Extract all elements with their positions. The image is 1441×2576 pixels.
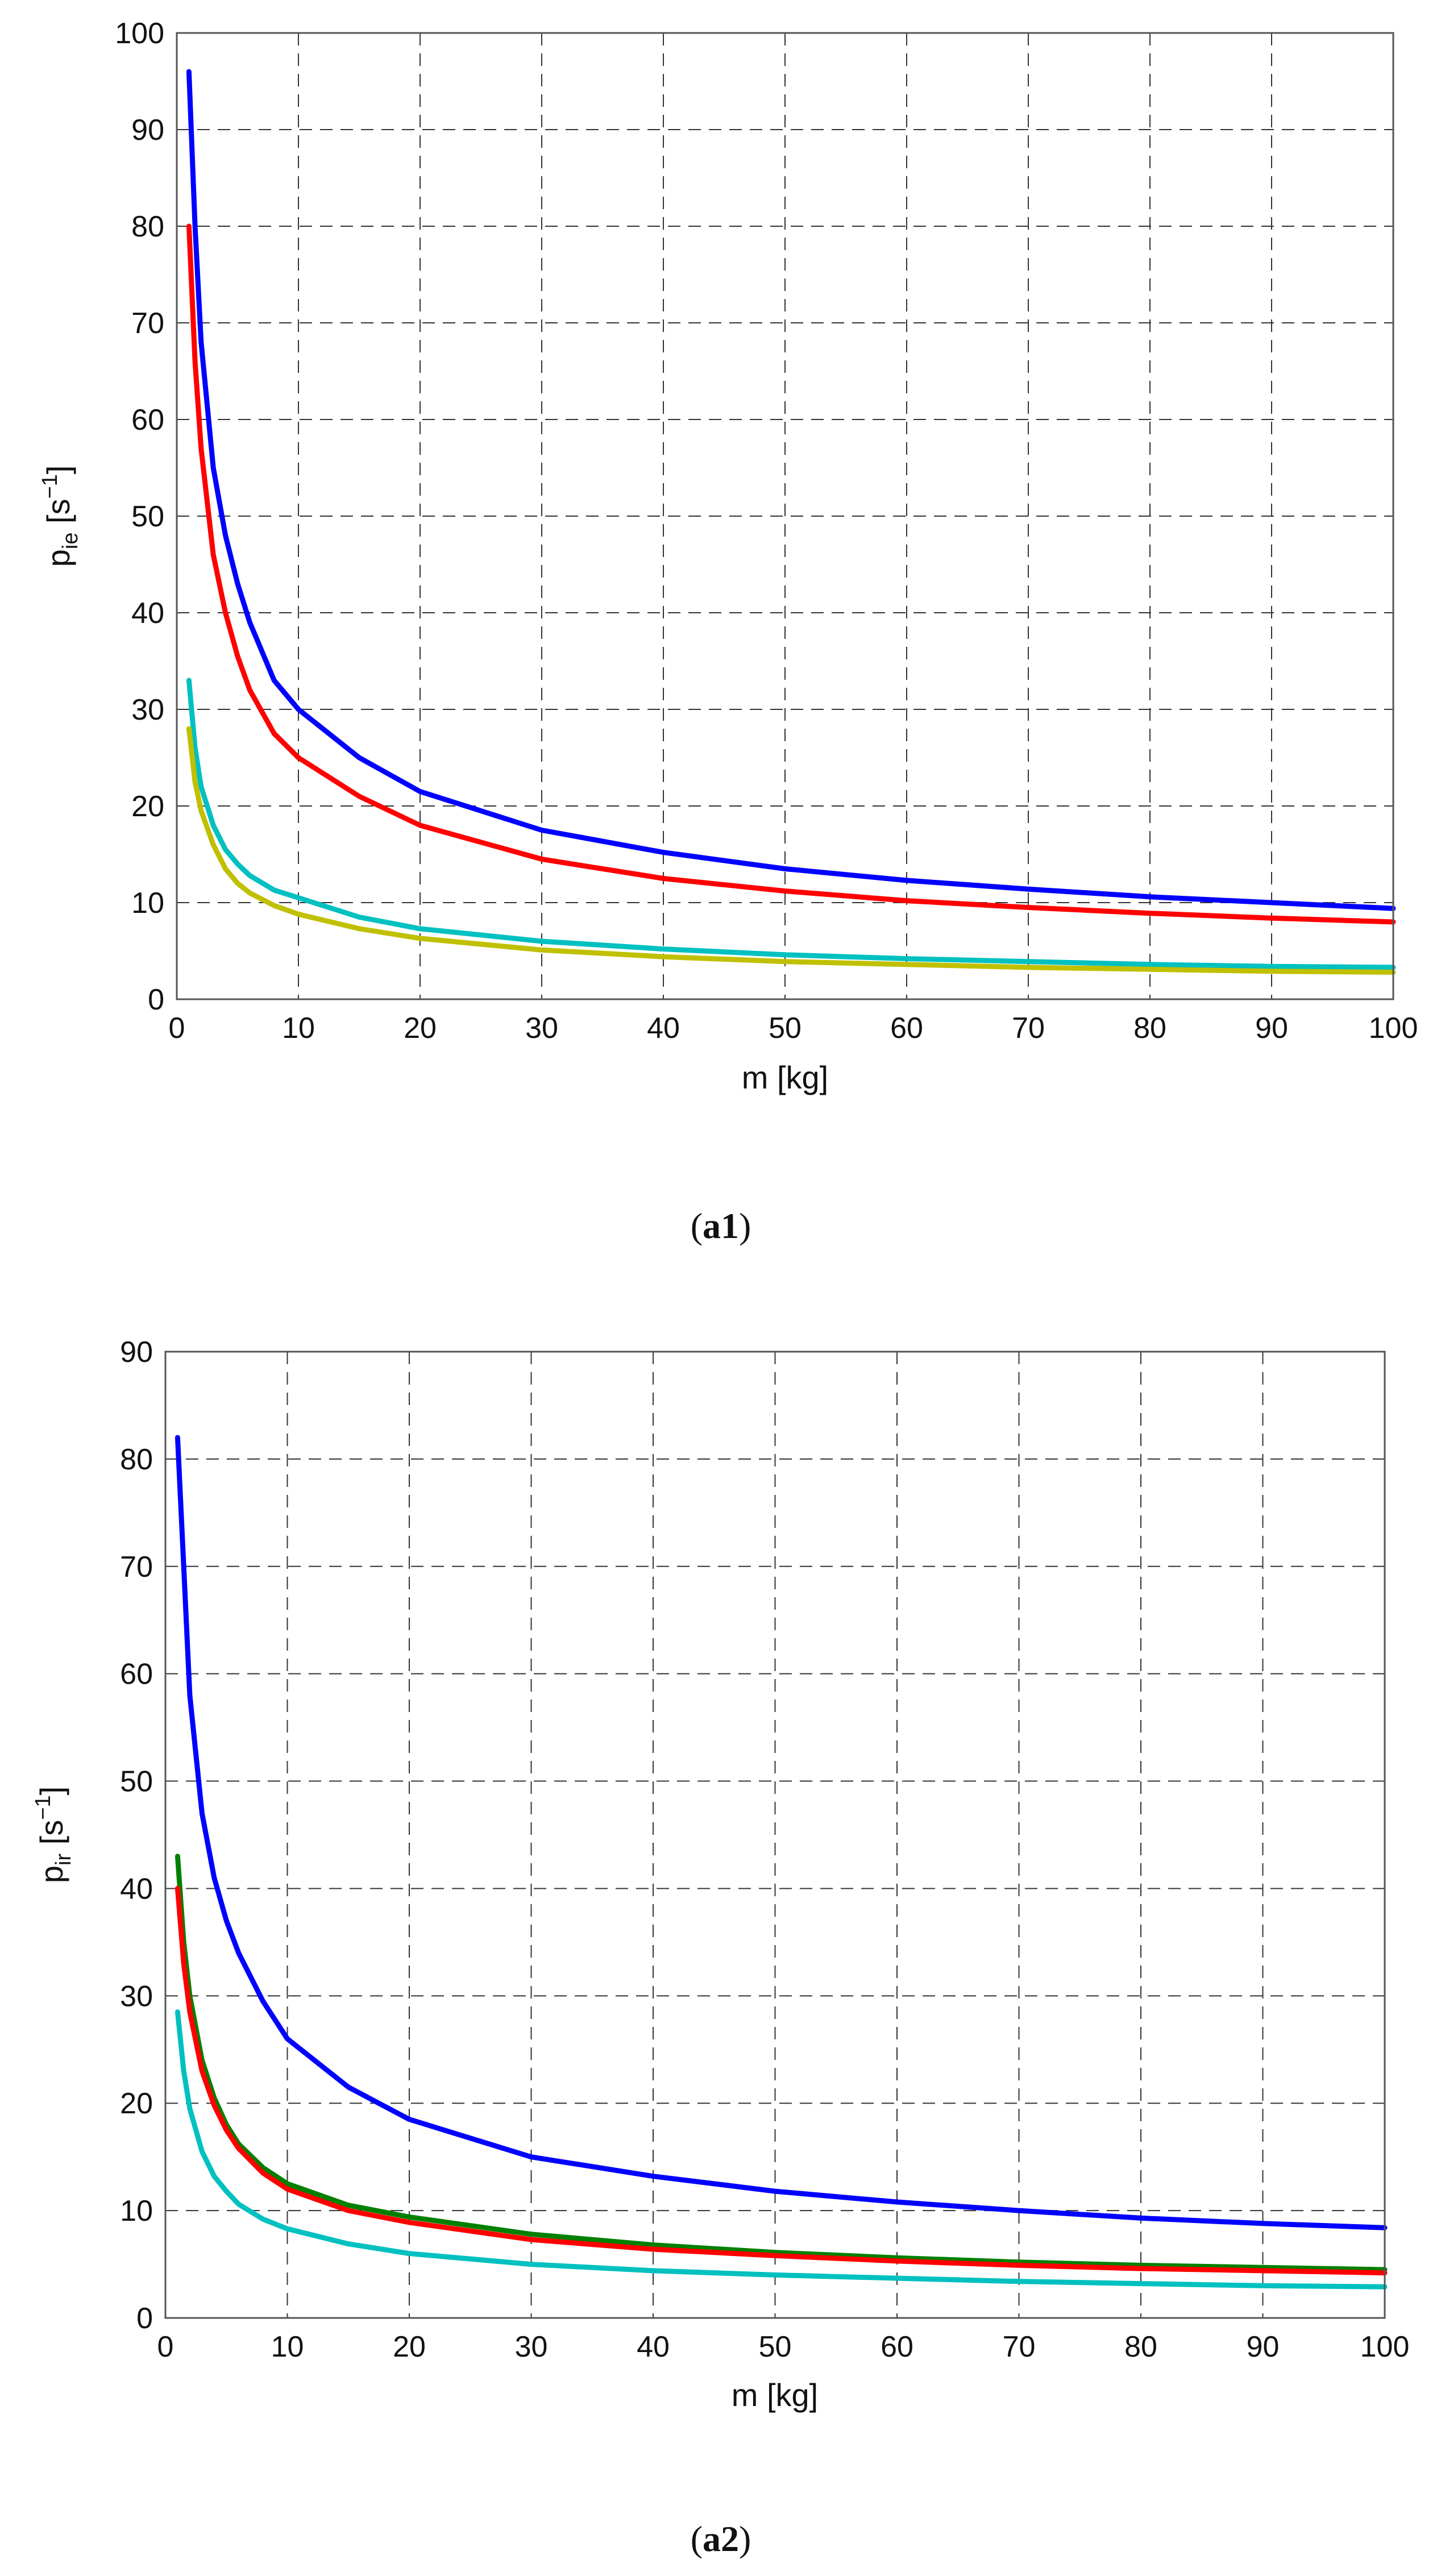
y-tick-label: 80 <box>120 1443 153 1476</box>
y-tick-labels-a2: 0 10 20 30 40 50 60 70 80 90 <box>120 1336 153 2335</box>
x-tick-label: 30 <box>525 1012 558 1045</box>
x-tick-label: 70 <box>1012 1012 1045 1045</box>
series-line-a1-4 <box>186 726 1396 975</box>
x-tick-label: 60 <box>890 1012 923 1045</box>
y-tick-label: 10 <box>120 2195 153 2228</box>
y-tick-label: 50 <box>120 1765 153 1798</box>
series-line-a2-4 <box>175 2009 1388 2290</box>
y-tick-label: 90 <box>131 114 164 147</box>
y-tick-label: 40 <box>131 597 164 630</box>
series-line-a1-2 <box>186 223 1396 925</box>
x-tick-label: 0 <box>157 2330 174 2363</box>
x-tick-label: 40 <box>647 1012 680 1045</box>
series-line-a1-3 <box>186 678 1396 970</box>
y-tick-label: 100 <box>115 17 164 50</box>
y-tick-label: 10 <box>131 887 164 920</box>
x-tick-label: 20 <box>393 2330 426 2363</box>
chart-a2: 0 10 20 30 40 50 60 70 80 90 100 0 10 20 30 40 50 60 70 80… <box>31 1336 1409 2559</box>
y-tick-label: 90 <box>120 1336 153 1369</box>
series-lines-a1 <box>186 69 1396 975</box>
x-tick-label: 80 <box>1133 1012 1166 1045</box>
y-tick-label: 60 <box>120 1658 153 1691</box>
grid-a2 <box>165 1352 1385 2318</box>
x-tick-label: 90 <box>1255 1012 1288 1045</box>
x-tick-label: 70 <box>1003 2330 1036 2363</box>
plot-frame-a1 <box>176 32 1394 1000</box>
y-tick-label: 70 <box>131 307 164 340</box>
x-axis-label-a1: m [kg] <box>742 1060 828 1095</box>
y-tick-label: 40 <box>120 1872 153 1905</box>
x-tick-label: 100 <box>1360 2330 1410 2363</box>
y-tick-label: 60 <box>131 404 164 437</box>
series-line-a2-1 <box>175 1435 1388 2230</box>
y-tick-label: 80 <box>131 210 164 243</box>
plot-frame-a2 <box>164 1351 1386 2319</box>
series-lines-a2 <box>175 1435 1388 2290</box>
x-tick-label: 0 <box>169 1012 185 1045</box>
y-axis-label-a2: pir [s−1] <box>31 1786 76 1883</box>
y-tick-label: 20 <box>131 790 164 823</box>
x-axis-label-a2: m [kg] <box>732 2377 818 2413</box>
x-tick-label: 50 <box>759 2330 792 2363</box>
x-tick-label: 20 <box>404 1012 437 1045</box>
x-tick-labels-a2: 0 10 20 30 40 50 60 70 80 90 100 <box>157 2330 1410 2363</box>
y-tick-label: 0 <box>136 2302 153 2335</box>
y-tick-label: 0 <box>148 983 164 1016</box>
caption-a1: (a1) <box>691 1206 751 1246</box>
x-tick-label: 10 <box>271 2330 304 2363</box>
y-tick-label: 20 <box>120 2087 153 2120</box>
x-tick-label: 30 <box>515 2330 548 2363</box>
x-tick-labels-a1: 0 10 20 30 40 50 60 70 80 90 100 <box>169 1012 1418 1045</box>
x-tick-label: 10 <box>282 1012 315 1045</box>
y-tick-label: 30 <box>120 1980 153 2013</box>
x-tick-label: 90 <box>1247 2330 1280 2363</box>
x-tick-label: 100 <box>1369 1012 1418 1045</box>
series-line-a2-3 <box>175 1885 1388 2276</box>
x-tick-label: 60 <box>881 2330 913 2363</box>
y-tick-labels-a1: 0 10 20 30 40 50 60 70 80 90 100 <box>115 17 164 1016</box>
x-tick-label: 80 <box>1124 2330 1157 2363</box>
grid-a1 <box>177 33 1393 999</box>
y-tick-label: 70 <box>120 1551 153 1584</box>
x-tick-label: 40 <box>637 2330 670 2363</box>
series-line-a1-1 <box>186 69 1396 911</box>
x-tick-label: 50 <box>769 1012 802 1045</box>
chart-a1: 0 10 20 30 40 50 60 70 80 90 100 0 10 20 30 40 50 60 70 80… <box>38 17 1418 1246</box>
y-tick-label: 30 <box>131 693 164 726</box>
y-tick-label: 50 <box>131 500 164 533</box>
caption-a2: (a2) <box>691 2519 751 2559</box>
y-axis-label-a1: pie [s−1] <box>38 466 82 567</box>
